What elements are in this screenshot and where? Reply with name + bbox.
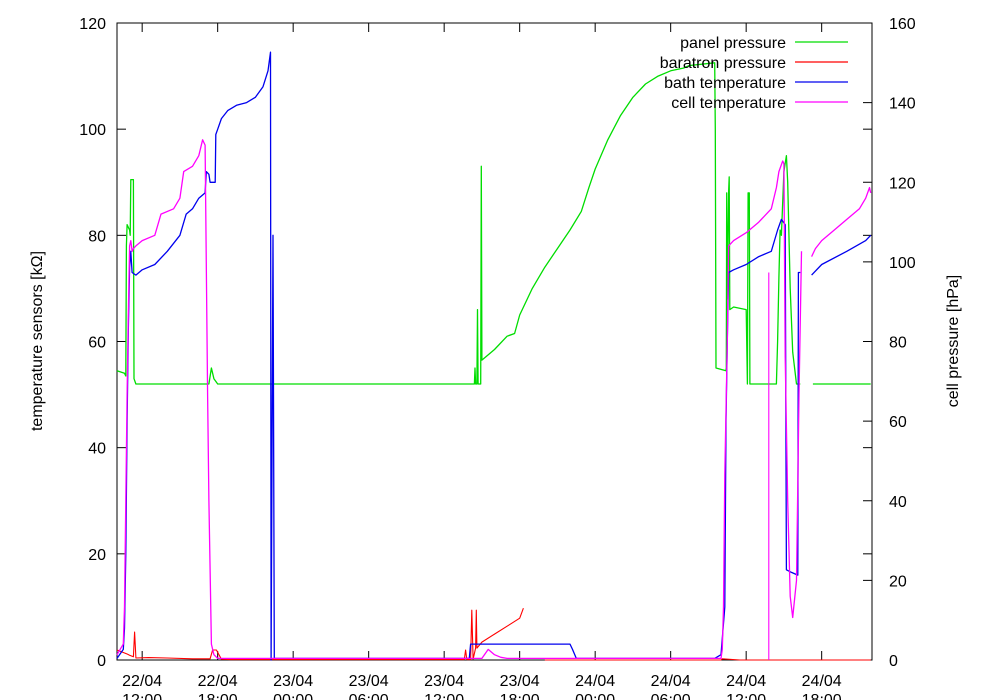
series-line-baratron-pressure: [116, 608, 871, 661]
y2-tick-label: 160: [889, 16, 916, 33]
y-tick-label: 40: [88, 441, 106, 458]
x-tick-label-date: 23/04: [500, 673, 540, 690]
x-tick-label-date: 24/04: [651, 673, 691, 690]
plot-frame: [116, 22, 873, 661]
x-tick-label-time: 12:00: [424, 692, 464, 700]
legend: panel pressure baratron pressure bath temp…: [660, 35, 848, 112]
x-tick-label-time: 18:00: [802, 692, 842, 700]
series-group: [116, 51, 872, 661]
y2-tick-label: 40: [889, 494, 907, 511]
x-tick-label-date: 24/04: [726, 673, 766, 690]
x-tick-label-date: 24/04: [575, 673, 615, 690]
series-line-panel-pressure: [116, 62, 871, 385]
legend-label: cell temperature: [671, 95, 786, 112]
x-tick-label-time: 06:00: [651, 692, 691, 700]
x-tick-label-date: 23/04: [349, 673, 389, 690]
x-tick-label-date: 22/04: [122, 673, 162, 690]
x-tick-label-time: 06:00: [349, 692, 389, 700]
series-line-cell-temperature: [116, 139, 872, 660]
x-tick-label-time: 18:00: [198, 692, 238, 700]
y2-tick-label: 120: [889, 175, 916, 192]
y2-tick-label: 80: [889, 335, 907, 352]
y2-tick-label: 20: [889, 573, 907, 590]
legend-label: bath temperature: [664, 75, 786, 92]
y-tick-label: 120: [79, 16, 106, 33]
legend-label: panel pressure: [680, 35, 786, 52]
y-tick-label: 80: [88, 228, 106, 245]
y2-tick-label: 60: [889, 414, 907, 431]
x-tick-label-time: 00:00: [575, 692, 615, 700]
y-tick-label: 60: [88, 335, 106, 352]
y2-axis-label: cell pressure [hPa]: [945, 275, 962, 408]
x-tick-label-date: 23/04: [273, 673, 313, 690]
legend-label: baratron pressure: [660, 55, 786, 72]
y-tick-label: 20: [88, 547, 106, 564]
y2-tick-label: 0: [889, 653, 898, 670]
x-tick-label-date: 24/04: [802, 673, 842, 690]
y-tick-label: 100: [79, 122, 106, 139]
series-line-bath-temperature: [116, 51, 872, 661]
y-tick-label: 0: [97, 653, 106, 670]
y2-tick-label: 140: [889, 96, 916, 113]
x-tick-label-date: 22/04: [198, 673, 238, 690]
x-tick-label-time: 18:00: [500, 692, 540, 700]
y-axis-label: temperature sensors [kΩ]: [29, 251, 46, 431]
x-tick-label-date: 23/04: [424, 673, 464, 690]
y2-tick-label: 100: [889, 255, 916, 272]
x-tick-label-time: 12:00: [122, 692, 162, 700]
axes-group: 0 20 40 60 80 100 120 0 20 40 60 80 100 120 140 160 22/0…: [79, 16, 916, 700]
x-tick-label-time: 00:00: [273, 692, 313, 700]
x-tick-label-time: 12:00: [726, 692, 766, 700]
